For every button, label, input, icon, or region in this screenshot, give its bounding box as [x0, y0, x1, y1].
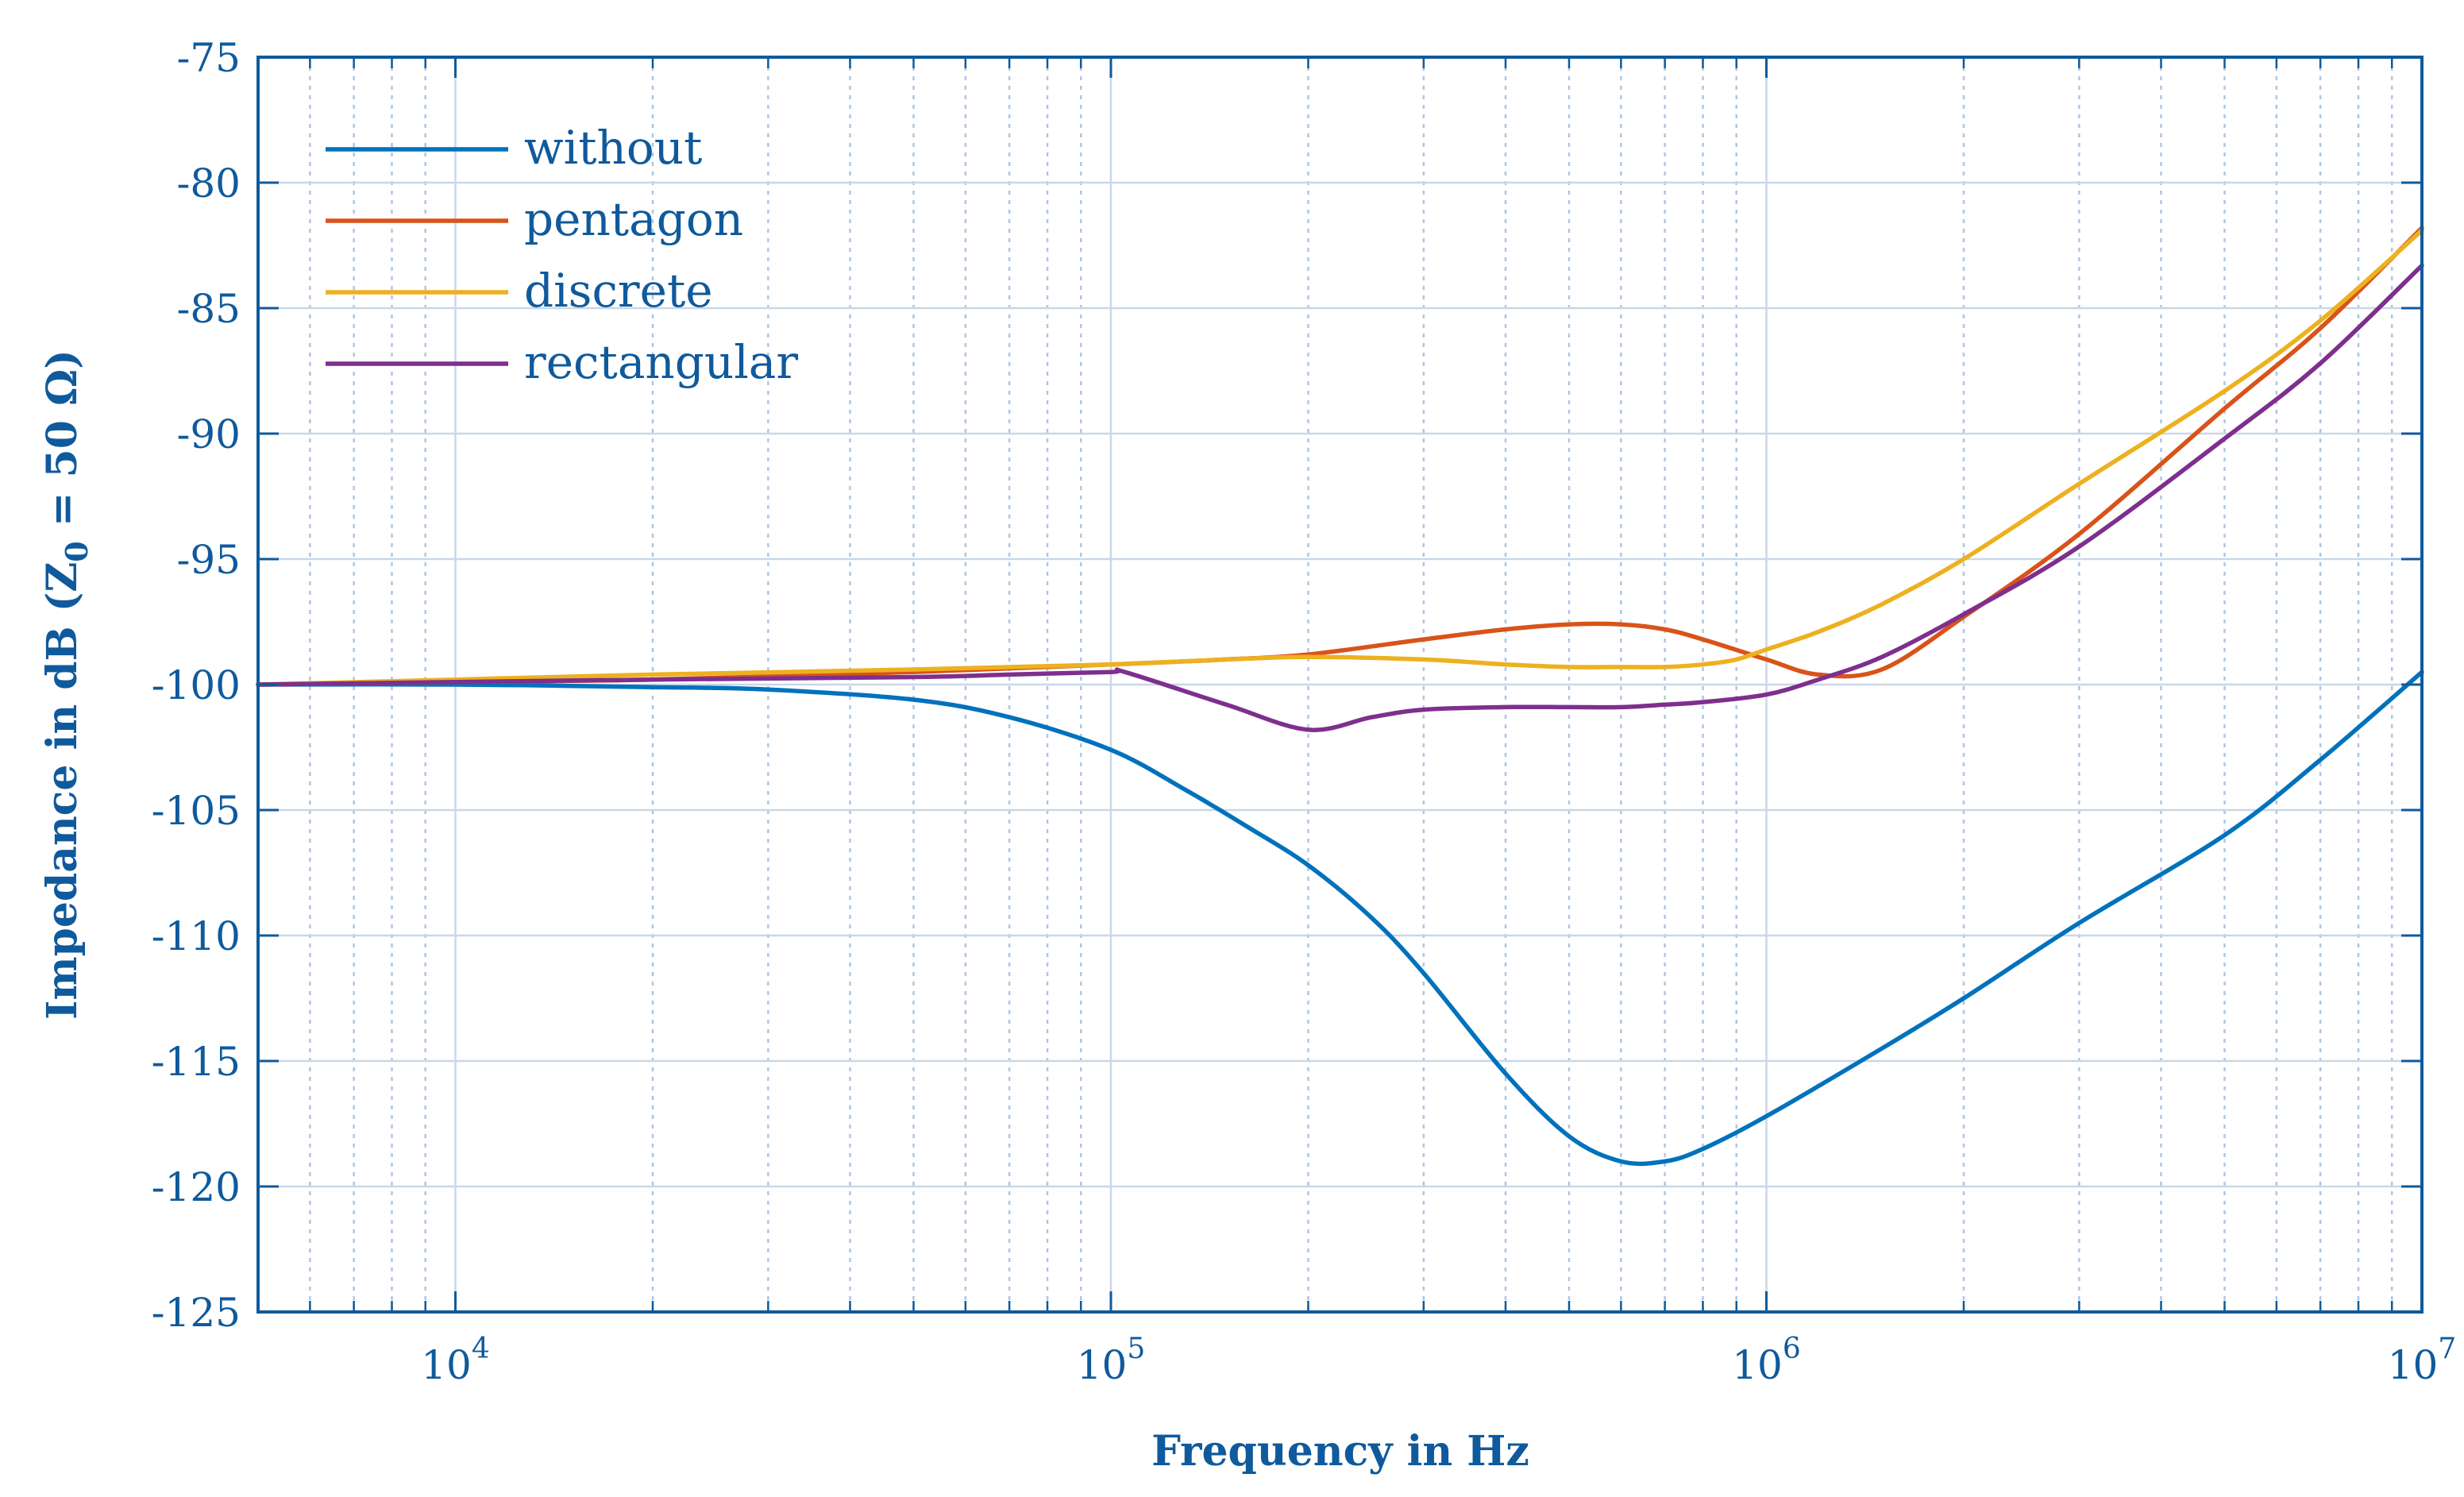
y-tick-label: -125 [152, 1290, 241, 1336]
y-axis-label-open: (Z [38, 562, 87, 627]
y-tick-labels: -75 -80 -85 -90 -95 -100 -105 -110 -115 -120 -125 [152, 35, 241, 1336]
y-tick-label: -110 [152, 913, 241, 959]
series-line-without [256, 669, 2424, 1167]
y-axis-label-subscript: 0 [59, 541, 94, 561]
y-axis-label-main: Impedance in dB [38, 626, 87, 1019]
x-axis-label: Frequency in Hz [1151, 1427, 1529, 1476]
y-tick-label: -80 [176, 160, 241, 206]
y-axis-label: Impedance in dB (Z0 = 50 Ω) [38, 349, 94, 1020]
x-tick-label-exponent: 5 [1127, 1333, 1145, 1365]
legend: without pentagon discrete rectangular [326, 121, 798, 389]
legend-label-discrete: discrete [524, 264, 713, 318]
legend-label-without: without [524, 121, 702, 175]
series-line-pentagon [256, 226, 2424, 687]
series-line-rectangular [256, 263, 2424, 732]
y-tick-label: -100 [152, 662, 241, 708]
legend-label-pentagon: pentagon [524, 192, 743, 246]
x-tick-label-base: 10 [1732, 1342, 1783, 1388]
y-tick-label: -75 [176, 35, 241, 81]
y-tick-label: -115 [152, 1039, 241, 1085]
x-tick-label: 105 [1077, 1333, 1146, 1388]
y-tick-label: -120 [152, 1164, 241, 1210]
x-tick-label: 107 [2388, 1333, 2457, 1388]
x-tick-label-base: 10 [2388, 1342, 2439, 1388]
x-tick-label: 104 [421, 1333, 490, 1388]
x-tick-labels: 104 105 106 107 [421, 1333, 2456, 1388]
x-tick-label-exponent: 6 [1783, 1333, 1801, 1365]
x-tick-label-exponent: 7 [2438, 1333, 2456, 1365]
tick-marks [256, 56, 2424, 1314]
y-tick-label: -90 [176, 411, 241, 457]
y-tick-label: -95 [176, 537, 241, 583]
legend-label-rectangular: rectangular [524, 335, 798, 389]
y-tick-label: -85 [176, 286, 241, 332]
y-tick-label: -105 [152, 788, 241, 834]
series-lines [256, 226, 2424, 1167]
x-tick-label: 106 [1732, 1333, 1801, 1388]
x-tick-label-exponent: 4 [472, 1333, 490, 1365]
series-line-discrete [256, 228, 2424, 687]
y-axis-label-close: = 50 Ω) [38, 349, 87, 541]
x-tick-label-base: 10 [421, 1342, 472, 1388]
x-tick-label-base: 10 [1077, 1342, 1128, 1388]
